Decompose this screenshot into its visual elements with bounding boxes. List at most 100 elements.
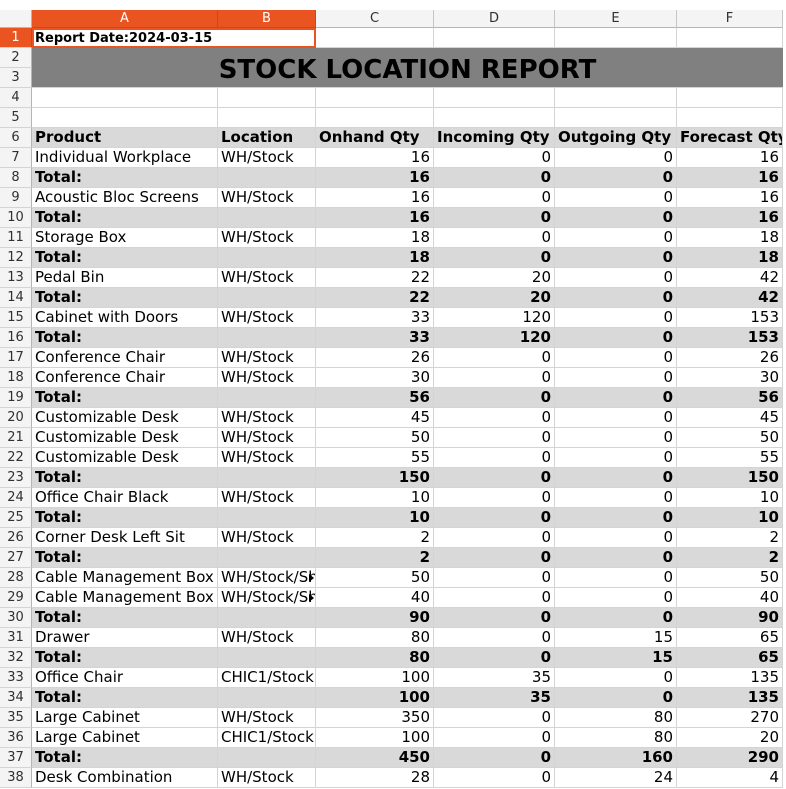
table-row-cell[interactable]: Large Cabinet <box>32 708 218 728</box>
total-row-cell[interactable]: Total: <box>32 548 218 568</box>
table-row-cell[interactable]: Drawer <box>32 628 218 648</box>
total-row-cell[interactable]: Total: <box>32 288 218 308</box>
total-row-cell[interactable] <box>218 748 316 768</box>
table-row-cell[interactable]: 0 <box>555 268 677 288</box>
total-row-cell[interactable]: Total: <box>32 248 218 268</box>
row-header-36[interactable]: 36 <box>0 728 32 748</box>
total-row-cell[interactable]: 20 <box>434 288 555 308</box>
total-row-cell[interactable]: Total: <box>32 748 218 768</box>
table-row-cell[interactable]: 42 <box>677 268 783 288</box>
table-row-cell[interactable]: Desk Combination <box>32 768 218 788</box>
total-row-cell[interactable]: 15 <box>555 648 677 668</box>
total-row-cell[interactable]: Total: <box>32 688 218 708</box>
table-row-cell[interactable]: 350 <box>316 708 434 728</box>
table-row-cell[interactable]: 0 <box>555 588 677 608</box>
row-header-29[interactable]: 29 <box>0 588 32 608</box>
table-row-cell[interactable]: 0 <box>555 568 677 588</box>
cell[interactable] <box>32 108 218 128</box>
table-row-cell[interactable]: Customizable Desk <box>32 408 218 428</box>
total-row-cell[interactable] <box>218 328 316 348</box>
column-header-f[interactable]: F <box>677 10 783 28</box>
total-row-cell[interactable]: 135 <box>677 688 783 708</box>
select-all-corner[interactable] <box>0 10 32 28</box>
table-row-cell[interactable]: CHIC1/Stock <box>218 728 316 748</box>
table-row-cell[interactable]: Pedal Bin <box>32 268 218 288</box>
row-header-27[interactable]: 27 <box>0 548 32 568</box>
total-row-cell[interactable]: 2 <box>677 548 783 568</box>
table-row-cell[interactable]: 16 <box>677 148 783 168</box>
table-row-cell[interactable]: WH/Stock <box>218 228 316 248</box>
table-row-cell[interactable]: 0 <box>434 588 555 608</box>
table-row-cell[interactable]: 10 <box>316 488 434 508</box>
total-row-cell[interactable]: Total: <box>32 648 218 668</box>
table-row-cell[interactable]: WH/Stock <box>218 188 316 208</box>
row-header-8[interactable]: 8 <box>0 168 32 188</box>
column-title-cell[interactable]: Product <box>32 128 218 148</box>
total-row-cell[interactable]: 18 <box>677 248 783 268</box>
total-row-cell[interactable]: 0 <box>434 608 555 628</box>
table-row-cell[interactable]: WH/Stock <box>218 268 316 288</box>
table-row-cell[interactable]: 135 <box>677 668 783 688</box>
column-header-e[interactable]: E <box>555 10 677 28</box>
total-row-cell[interactable]: 0 <box>555 328 677 348</box>
table-row-cell[interactable]: Office Chair <box>32 668 218 688</box>
table-row-cell[interactable]: Customizable Desk <box>32 428 218 448</box>
table-row-cell[interactable]: CHIC1/Stock <box>218 668 316 688</box>
total-row-cell[interactable]: 10 <box>316 508 434 528</box>
table-row-cell[interactable]: Cable Management Box <box>32 568 218 588</box>
row-header-18[interactable]: 18 <box>0 368 32 388</box>
table-row-cell[interactable]: 45 <box>677 408 783 428</box>
cell[interactable] <box>555 28 677 48</box>
row-header-4[interactable]: 4 <box>0 88 32 108</box>
table-row-cell[interactable]: 100 <box>316 668 434 688</box>
table-row-cell[interactable]: 0 <box>434 728 555 748</box>
table-row-cell[interactable]: Individual Workplace <box>32 148 218 168</box>
table-row-cell[interactable]: 30 <box>677 368 783 388</box>
column-header-a[interactable]: A <box>32 10 218 28</box>
total-row-cell[interactable]: 0 <box>555 548 677 568</box>
cell[interactable] <box>555 88 677 108</box>
total-row-cell[interactable]: 0 <box>434 468 555 488</box>
row-header-12[interactable]: 12 <box>0 248 32 268</box>
table-row-cell[interactable]: 0 <box>555 668 677 688</box>
total-row-cell[interactable]: 0 <box>434 748 555 768</box>
table-row-cell[interactable]: 153 <box>677 308 783 328</box>
table-row-cell[interactable]: 26 <box>677 348 783 368</box>
row-header-5[interactable]: 5 <box>0 108 32 128</box>
row-header-15[interactable]: 15 <box>0 308 32 328</box>
total-row-cell[interactable]: 0 <box>555 168 677 188</box>
table-row-cell[interactable]: 45 <box>316 408 434 428</box>
table-row-cell[interactable]: 55 <box>677 448 783 468</box>
total-row-cell[interactable] <box>218 248 316 268</box>
total-row-cell[interactable]: 0 <box>555 288 677 308</box>
total-row-cell[interactable]: 2 <box>316 548 434 568</box>
total-row-cell[interactable]: 56 <box>677 388 783 408</box>
cell[interactable] <box>677 108 783 128</box>
row-header-19[interactable]: 19 <box>0 388 32 408</box>
total-row-cell[interactable]: 42 <box>677 288 783 308</box>
table-row-cell[interactable]: 80 <box>555 708 677 728</box>
total-row-cell[interactable]: Total: <box>32 608 218 628</box>
table-row-cell[interactable]: WH/Stock <box>218 708 316 728</box>
table-row-cell[interactable]: 55 <box>316 448 434 468</box>
row-header-24[interactable]: 24 <box>0 488 32 508</box>
table-row-cell[interactable]: 10 <box>677 488 783 508</box>
table-row-cell[interactable]: 40 <box>316 588 434 608</box>
row-header-3[interactable]: 3 <box>0 68 32 88</box>
total-row-cell[interactable] <box>218 548 316 568</box>
total-row-cell[interactable]: Total: <box>32 468 218 488</box>
row-header-14[interactable]: 14 <box>0 288 32 308</box>
total-row-cell[interactable] <box>218 468 316 488</box>
table-row-cell[interactable]: 0 <box>434 368 555 388</box>
total-row-cell[interactable] <box>218 688 316 708</box>
table-row-cell[interactable]: Office Chair Black <box>32 488 218 508</box>
table-row-cell[interactable]: 0 <box>434 528 555 548</box>
total-row-cell[interactable]: 0 <box>434 168 555 188</box>
table-row-cell[interactable]: 0 <box>434 188 555 208</box>
row-header-13[interactable]: 13 <box>0 268 32 288</box>
table-row-cell[interactable]: WH/Stock <box>218 528 316 548</box>
report-title[interactable]: STOCK LOCATION REPORT <box>32 48 783 88</box>
total-row-cell[interactable]: 16 <box>316 208 434 228</box>
table-row-cell[interactable]: 24 <box>555 768 677 788</box>
table-row-cell[interactable]: 0 <box>555 448 677 468</box>
